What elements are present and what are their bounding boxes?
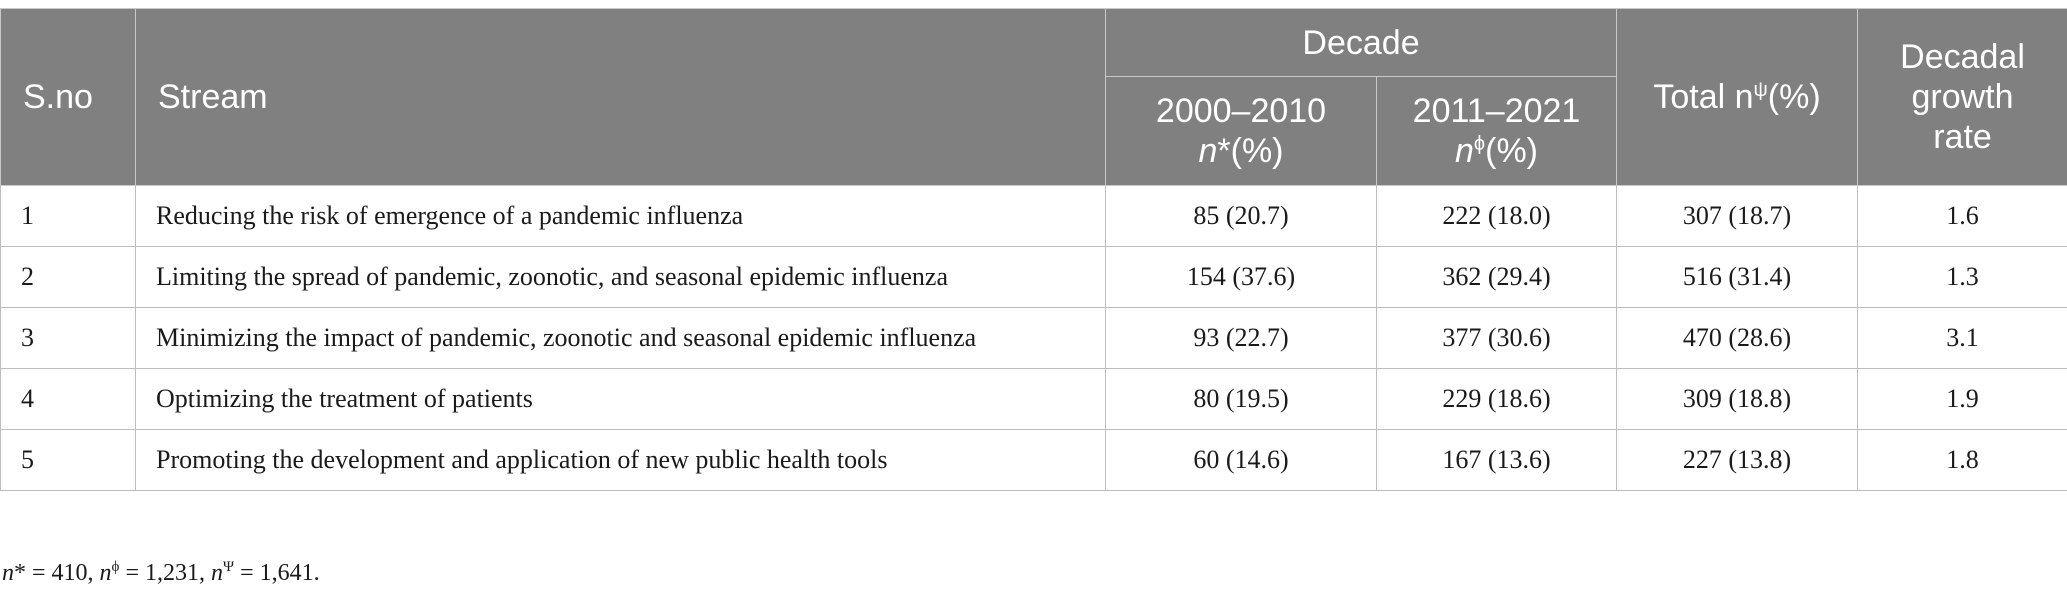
table-row: 4 Optimizing the treatment of patients 8… (0, 368, 2067, 430)
cell-growth-rate: 1.9 (1857, 368, 2067, 430)
table-body: 1 Reducing the risk of emergence of a pa… (0, 185, 2067, 491)
cell-stream: Promoting the development and applicatio… (135, 429, 1106, 491)
data-table-container: S.no Stream Decade Total nψ(%) Decadal g… (0, 8, 2067, 491)
cell-sno: 4 (0, 368, 136, 430)
header-decade-2011-2021: 2011–2021 nϕ(%) (1375, 76, 1618, 186)
cell-total: 307 (18.7) (1616, 185, 1859, 247)
cell-sno: 1 (0, 185, 136, 247)
cell-decade2: 222 (18.0) (1375, 185, 1618, 247)
cell-decade1: 60 (14.6) (1105, 429, 1377, 491)
cell-decade1: 93 (22.7) (1105, 307, 1377, 369)
header-stream: Stream (135, 8, 1106, 186)
header-growth-rate: Decadal growth rate (1857, 8, 2067, 186)
cell-sno: 2 (0, 246, 136, 308)
cell-stream: Minimizing the impact of pandemic, zoono… (135, 307, 1106, 369)
header-decade-2000-2010: 2000–2010 n*(%) (1105, 76, 1377, 186)
cell-decade2: 229 (18.6) (1375, 368, 1618, 430)
table-row: 5 Promoting the development and applicat… (0, 429, 2067, 491)
cell-stream: Optimizing the treatment of patients (135, 368, 1106, 430)
cell-decade2: 167 (13.6) (1375, 429, 1618, 491)
cell-stream: Reducing the risk of emergence of a pand… (135, 185, 1106, 247)
stream-decade-table: S.no Stream Decade Total nψ(%) Decadal g… (0, 8, 2067, 491)
table-footnote: n* = 410, nϕ = 1,231, nΨ = 1,641. (2, 559, 320, 587)
cell-decade1: 80 (19.5) (1105, 368, 1377, 430)
table-row: 2 Limiting the spread of pandemic, zoono… (0, 246, 2067, 308)
cell-sno: 3 (0, 307, 136, 369)
cell-growth-rate: 1.8 (1857, 429, 2067, 491)
cell-decade1: 85 (20.7) (1105, 185, 1377, 247)
cell-sno: 5 (0, 429, 136, 491)
cell-total: 309 (18.8) (1616, 368, 1859, 430)
header-decade: Decade (1104, 8, 1618, 77)
table-header: S.no Stream Decade Total nψ(%) Decadal g… (0, 8, 2067, 186)
cell-total: 470 (28.6) (1616, 307, 1859, 369)
cell-growth-rate: 3.1 (1857, 307, 2067, 369)
cell-total: 227 (13.8) (1616, 429, 1859, 491)
cell-stream: Limiting the spread of pandemic, zoonoti… (135, 246, 1106, 308)
cell-growth-rate: 1.6 (1857, 185, 2067, 247)
table-row: 1 Reducing the risk of emergence of a pa… (0, 185, 2067, 247)
header-total: Total nψ(%) (1616, 8, 1859, 186)
cell-decade1: 154 (37.6) (1105, 246, 1377, 308)
header-sno: S.no (0, 8, 136, 186)
table-row: 3 Minimizing the impact of pandemic, zoo… (0, 307, 2067, 369)
cell-total: 516 (31.4) (1616, 246, 1859, 308)
cell-decade2: 377 (30.6) (1375, 307, 1618, 369)
cell-decade2: 362 (29.4) (1375, 246, 1618, 308)
cell-growth-rate: 1.3 (1857, 246, 2067, 308)
